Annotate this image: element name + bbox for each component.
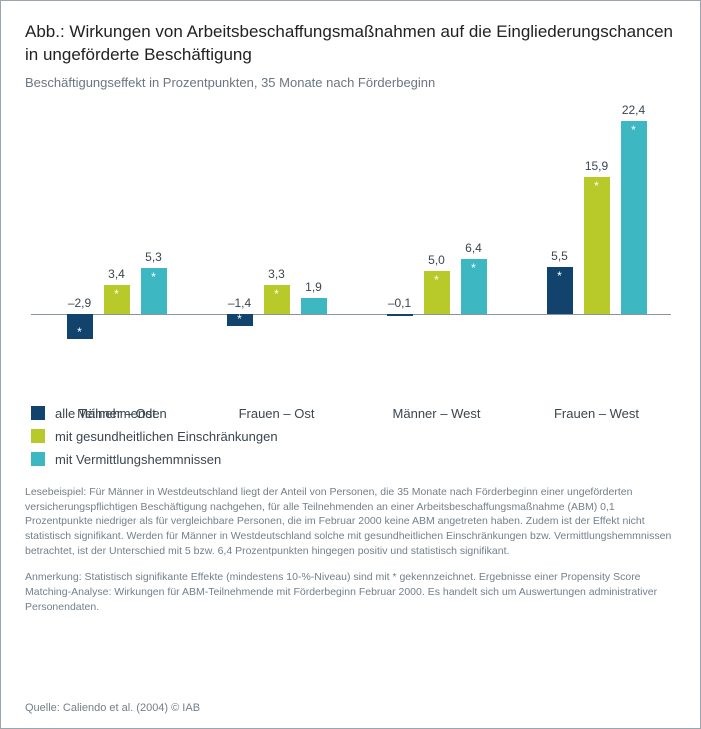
bar-value-label: 5,5 (537, 249, 583, 263)
legend-item: mit Vermittlungshemmnissen (31, 452, 676, 467)
legend-item: mit gesundheitlichen Einschränkungen (31, 429, 676, 444)
figure-title: Abb.: Wirkungen von Arbeitsbeschaffungsm… (25, 21, 676, 67)
bar: 3,3* (264, 285, 290, 313)
bar-group: 5,5*15,9*22,4*Frauen – West (523, 108, 671, 378)
bar-group: –1,4*3,3*1,9Frauen – Ost (203, 108, 351, 378)
legend-swatch (31, 452, 45, 466)
bar-value-label: 5,0 (414, 253, 460, 267)
bar: 22,4* (621, 121, 647, 314)
significance-star-icon: * (227, 313, 253, 325)
bar: –2,9* (67, 314, 93, 339)
category-label: Männer – West (363, 378, 511, 421)
significance-star-icon: * (621, 124, 647, 136)
notes-anmerkung: Anmerkung: Statistisch signifikante Effe… (25, 570, 676, 614)
bar-value-label: 1,9 (291, 280, 337, 294)
bar-group: –2,9*3,4*5,3*Männer – Ost (43, 108, 191, 378)
category-label: Frauen – West (523, 378, 671, 421)
bar: 5,3* (141, 268, 167, 314)
figure-source: Quelle: Caliendo et al. (2004) © IAB (25, 702, 200, 714)
figure-container: Abb.: Wirkungen von Arbeitsbeschaffungsm… (0, 0, 701, 729)
bar: 1,9 (301, 298, 327, 314)
bar-value-label: 15,9 (574, 159, 620, 173)
legend-label: mit gesundheitlichen Einschränkungen (55, 429, 278, 444)
significance-star-icon: * (67, 326, 93, 338)
figure-notes: Lesebeispiel: Für Männer in Westdeutschl… (25, 485, 676, 615)
significance-star-icon: * (584, 180, 610, 192)
category-label: Männer – Ost (43, 378, 191, 421)
bar-chart: –2,9*3,4*5,3*Männer – Ost–1,4*3,3*1,9Fra… (31, 108, 671, 378)
bar: 5,0* (424, 271, 450, 314)
bar: 3,4* (104, 285, 130, 314)
bar: –0,1 (387, 314, 413, 316)
significance-star-icon: * (461, 262, 487, 274)
bar-value-label: –2,9 (57, 296, 103, 310)
legend-label: mit Vermittlungshemmnissen (55, 452, 221, 467)
significance-star-icon: * (424, 274, 450, 286)
significance-star-icon: * (104, 288, 130, 300)
notes-lese: Lesebeispiel: Für Männer in Westdeutschl… (25, 485, 676, 558)
bar-value-label: 22,4 (611, 103, 657, 117)
bar-value-label: 3,4 (94, 267, 140, 281)
bar: 5,5* (547, 267, 573, 314)
figure-subtitle: Beschäftigungseffekt in Prozentpunkten, … (25, 75, 676, 90)
bar: 15,9* (584, 177, 610, 314)
significance-star-icon: * (264, 288, 290, 300)
bar: 6,4* (461, 259, 487, 314)
bar-value-label: –1,4 (217, 296, 263, 310)
category-label: Frauen – Ost (203, 378, 351, 421)
legend-swatch (31, 429, 45, 443)
bar: –1,4* (227, 314, 253, 326)
significance-star-icon: * (141, 271, 167, 283)
bar-value-label: –0,1 (377, 296, 423, 310)
bar-group: –0,15,0*6,4*Männer – West (363, 108, 511, 378)
significance-star-icon: * (547, 270, 573, 282)
bar-value-label: 5,3 (131, 250, 177, 264)
bar-value-label: 6,4 (451, 241, 497, 255)
